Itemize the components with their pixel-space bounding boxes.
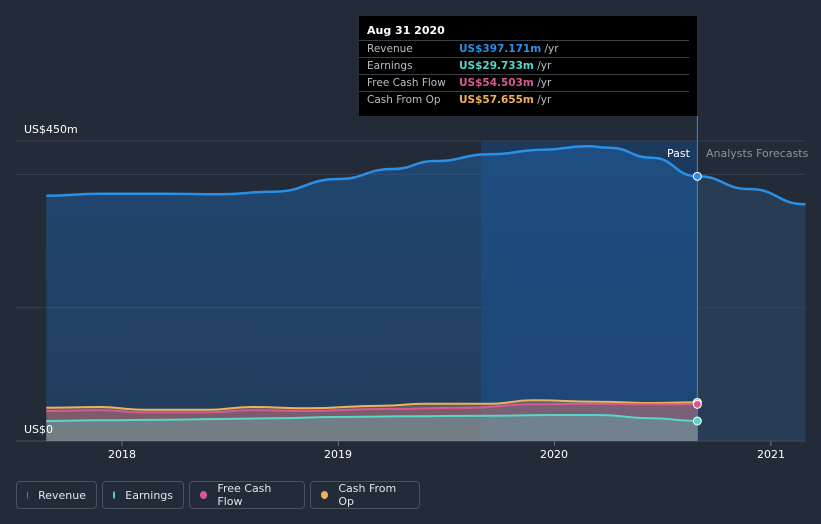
tooltip-label: Cash From Op xyxy=(367,94,441,106)
tooltip-row-earnings: Earnings US$29.733m /yr xyxy=(359,57,689,75)
tooltip-date: Aug 31 2020 xyxy=(367,24,445,37)
tooltip-row-revenue: Revenue US$397.171m /yr xyxy=(359,40,689,58)
forecast-region-label: Analysts Forecasts xyxy=(706,147,809,160)
legend-earnings[interactable]: Earnings xyxy=(102,481,184,509)
revenue-area xyxy=(46,146,698,442)
earnings-legend-dot-icon xyxy=(113,491,116,499)
tooltip-unit: /yr xyxy=(533,60,552,72)
tooltip-value: US$54.503m xyxy=(459,77,534,89)
cash-from-op-legend-dot-icon xyxy=(321,491,329,499)
revenue-point xyxy=(692,171,702,181)
revenue-forecast-line xyxy=(697,175,806,206)
tooltip-value: US$57.655m xyxy=(459,94,534,106)
tooltip-unit: /yr xyxy=(533,77,552,89)
past-region-label: Past xyxy=(667,147,690,160)
y-axis-min-label: US$0 xyxy=(24,423,54,436)
tooltip-label: Revenue xyxy=(367,43,413,55)
x-tick-label: 2018 xyxy=(108,448,136,461)
legend-free-cash-flow[interactable]: Free Cash Flow xyxy=(189,481,305,509)
tooltip-row-cash-from-op: Cash From Op US$57.655m /yr xyxy=(359,91,689,109)
revenue-line xyxy=(46,145,698,197)
y-axis-max-label: US$450m xyxy=(24,123,78,136)
revenue-forecast-area xyxy=(697,176,806,442)
earnings-point xyxy=(692,416,702,426)
legend-cash-from-op[interactable]: Cash From Op xyxy=(310,481,420,509)
free-cash-flow-line xyxy=(46,402,698,414)
tooltip-value: US$29.733m xyxy=(459,60,534,72)
tooltip-row-free-cash-flow: Free Cash Flow US$54.503m /yr xyxy=(359,74,689,92)
earnings-line xyxy=(46,414,698,422)
free-cash-flow-legend-dot-icon xyxy=(200,491,208,499)
hover-tooltip: Aug 31 2020 Revenue US$397.171m /yr Earn… xyxy=(359,16,697,116)
tooltip-label: Earnings xyxy=(367,60,413,72)
tooltip-unit: /yr xyxy=(533,94,552,106)
cash-from-op-line xyxy=(46,399,698,411)
tooltip-label: Free Cash Flow xyxy=(367,77,446,89)
revenue-legend-dot-icon xyxy=(27,491,29,499)
free-cash-flow-point xyxy=(692,399,702,409)
x-tick-label: 2020 xyxy=(540,448,568,461)
earnings-area xyxy=(46,415,698,441)
tooltip-unit: /yr xyxy=(541,43,559,55)
legend-label: Revenue xyxy=(38,488,86,502)
x-tick-label: 2021 xyxy=(757,448,785,461)
x-tick-label: 2019 xyxy=(324,448,352,461)
legend-label: Cash From Op xyxy=(338,482,397,508)
legend-label: Free Cash Flow xyxy=(217,482,272,508)
tooltip-value: US$397.171m xyxy=(459,43,542,55)
legend-label: Earnings xyxy=(125,488,173,502)
legend-revenue[interactable]: Revenue xyxy=(16,481,97,509)
